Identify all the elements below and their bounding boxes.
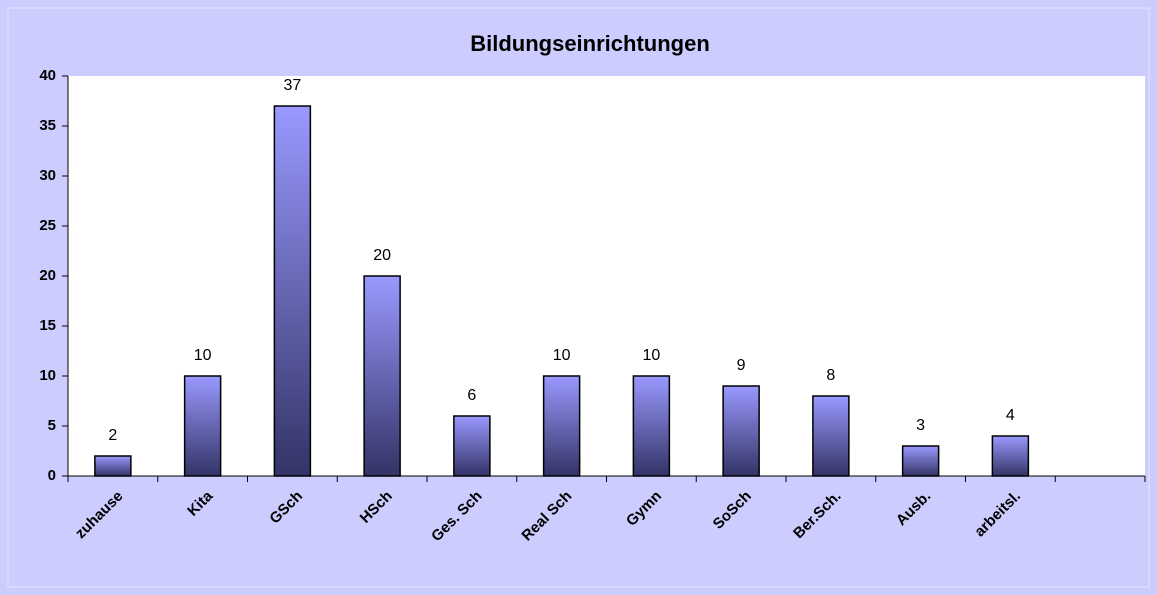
value-label: 4 [1006,407,1015,424]
bar [632,375,671,477]
y-tick-label: 40 [39,67,56,84]
bar [812,395,850,477]
bar [722,385,760,477]
bar [542,375,581,477]
bar [94,455,132,477]
value-label: 8 [826,367,835,384]
plot-area [68,76,1145,476]
value-label: 20 [373,247,391,264]
value-label: 3 [916,417,925,434]
value-label: 10 [642,347,660,364]
y-tick-label: 20 [39,267,56,284]
value-label: 2 [108,427,117,444]
value-label: 10 [553,347,571,364]
y-tick-label: 25 [39,217,56,234]
bar [363,275,401,477]
bar [183,375,222,477]
bar [901,445,940,477]
value-label: 6 [467,387,476,404]
chart-title: Bildungseinrichtungen [470,31,710,56]
bar [991,435,1030,477]
value-label: 10 [194,347,212,364]
y-tick-label: 35 [39,117,56,134]
y-tick-label: 0 [48,467,56,484]
y-tick-label: 30 [39,167,56,184]
y-tick-label: 10 [39,367,56,384]
bar [453,415,491,477]
value-label: 9 [737,357,746,374]
y-tick-label: 5 [48,417,56,434]
value-label: 37 [283,77,301,94]
bar [273,105,312,477]
y-tick-label: 15 [39,317,56,334]
